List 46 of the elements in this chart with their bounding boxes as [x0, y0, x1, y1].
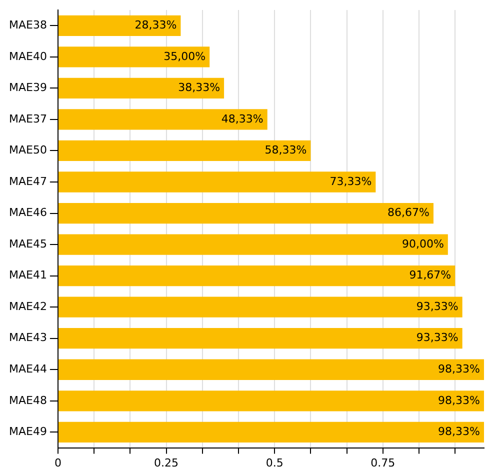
- y-tick-label: MAE48: [8, 394, 47, 407]
- bar: [58, 202, 434, 224]
- data-label: 90,00%: [402, 237, 444, 250]
- data-label: 73,33%: [330, 174, 372, 188]
- bar: [58, 422, 484, 442]
- bar: [58, 390, 484, 412]
- data-label: 93,33%: [416, 331, 458, 344]
- y-tick-label: MAE45: [8, 237, 47, 250]
- bar: [58, 78, 224, 98]
- y-tick-label: MAE43: [8, 331, 47, 344]
- y-tick-label: MAE50: [8, 144, 47, 157]
- bar: [58, 46, 210, 68]
- bar: [58, 172, 376, 192]
- y-tick-label: MAE47: [8, 174, 47, 188]
- data-label: 38,33%: [178, 81, 220, 94]
- y-tick-label: MAE46: [8, 206, 47, 220]
- data-label: 28,33%: [134, 18, 177, 32]
- data-label: 35,00%: [164, 50, 206, 63]
- bar: [58, 234, 448, 255]
- bar: [58, 296, 462, 318]
- bar: [58, 265, 456, 286]
- data-label: 93,33%: [416, 300, 458, 313]
- y-tick-label: MAE37: [8, 112, 47, 126]
- data-label: 91,67%: [409, 268, 452, 282]
- data-label: 58,33%: [264, 144, 307, 157]
- y-tick-label: MAE40: [8, 50, 47, 63]
- bar: [58, 15, 181, 36]
- y-tick-label: MAE38: [8, 18, 47, 32]
- bar: [58, 109, 268, 130]
- bar: [58, 328, 462, 349]
- y-tick-label: MAE44: [8, 362, 47, 376]
- bar: [58, 140, 311, 162]
- x-tick-label: 0: [54, 456, 62, 470]
- bar: [58, 359, 484, 380]
- x-tick-label: 0.75: [370, 456, 396, 470]
- y-tick-label: MAE39: [8, 81, 47, 94]
- data-label: 86,67%: [388, 206, 430, 220]
- data-label: 98,33%: [438, 425, 480, 438]
- x-tick-label: 0.25: [154, 456, 179, 470]
- data-label: 48,33%: [221, 112, 264, 126]
- data-label: 98,33%: [438, 394, 480, 407]
- data-label: 98,33%: [438, 362, 480, 376]
- y-tick-label: MAE42: [8, 300, 47, 313]
- y-tick-label: MAE41: [8, 268, 47, 282]
- y-tick-label: MAE49: [8, 425, 47, 438]
- x-tick-label: 0.5: [266, 456, 284, 470]
